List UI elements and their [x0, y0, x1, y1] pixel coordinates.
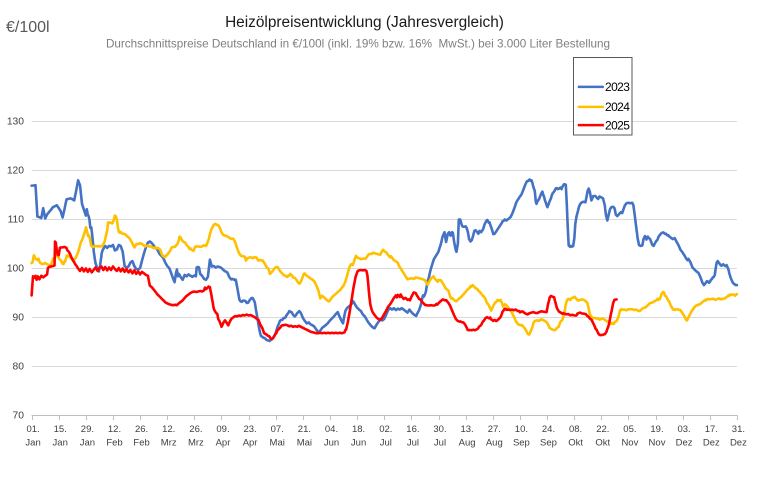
- svg-text:Okt: Okt: [595, 438, 610, 449]
- svg-text:21.: 21.: [298, 424, 311, 435]
- svg-text:Jan: Jan: [53, 438, 68, 449]
- svg-text:110: 110: [8, 215, 25, 226]
- svg-text:Jan: Jan: [80, 438, 95, 449]
- svg-text:Nov: Nov: [649, 438, 666, 449]
- svg-text:130: 130: [7, 117, 24, 128]
- svg-text:12.: 12.: [108, 424, 121, 435]
- svg-text:30.: 30.: [433, 424, 446, 435]
- svg-text:€/100l: €/100l: [6, 19, 50, 36]
- svg-text:13.: 13.: [460, 424, 473, 435]
- svg-text:Okt: Okt: [568, 438, 583, 449]
- svg-text:23.: 23.: [243, 424, 256, 435]
- svg-text:Jun: Jun: [351, 438, 366, 449]
- svg-text:31.: 31.: [732, 424, 745, 435]
- svg-text:Jun: Jun: [324, 438, 339, 449]
- svg-text:Durchschnittspreise Deutschlan: Durchschnittspreise Deutschland in €/100…: [106, 38, 610, 51]
- svg-text:Mai: Mai: [270, 438, 285, 449]
- svg-text:01.: 01.: [26, 424, 39, 435]
- svg-text:02.: 02.: [379, 424, 392, 435]
- svg-text:Jan: Jan: [25, 438, 40, 449]
- svg-text:Dez: Dez: [703, 438, 720, 449]
- svg-text:Aug: Aug: [486, 438, 503, 449]
- svg-text:2024: 2024: [605, 100, 630, 114]
- svg-text:Sep: Sep: [540, 438, 557, 449]
- svg-text:Feb: Feb: [106, 438, 122, 449]
- svg-text:80: 80: [13, 362, 25, 373]
- svg-text:26.: 26.: [189, 424, 202, 435]
- svg-text:Apr: Apr: [243, 438, 258, 449]
- svg-text:09.: 09.: [216, 424, 229, 435]
- svg-text:17.: 17.: [705, 424, 718, 435]
- svg-text:03.: 03.: [677, 424, 690, 435]
- svg-text:10.: 10.: [515, 424, 528, 435]
- svg-text:Mrz: Mrz: [161, 438, 177, 449]
- svg-text:12.: 12.: [162, 424, 175, 435]
- svg-text:27.: 27.: [488, 424, 501, 435]
- svg-text:22.: 22.: [596, 424, 609, 435]
- svg-text:Feb: Feb: [133, 438, 149, 449]
- svg-text:Dez: Dez: [676, 438, 693, 449]
- svg-text:24.: 24.: [542, 424, 555, 435]
- svg-text:Jul: Jul: [434, 438, 446, 449]
- svg-text:2025: 2025: [605, 118, 630, 132]
- svg-text:100: 100: [7, 264, 24, 275]
- svg-text:08.: 08.: [569, 424, 582, 435]
- svg-text:18.: 18.: [352, 424, 365, 435]
- svg-text:Jul: Jul: [407, 438, 419, 449]
- svg-text:05.: 05.: [623, 424, 636, 435]
- svg-text:04.: 04.: [325, 424, 338, 435]
- svg-text:Jul: Jul: [380, 438, 392, 449]
- svg-text:Dez: Dez: [730, 438, 747, 449]
- svg-text:Nov: Nov: [621, 438, 638, 449]
- svg-text:26.: 26.: [135, 424, 148, 435]
- svg-text:Apr: Apr: [216, 438, 231, 449]
- svg-text:19.: 19.: [650, 424, 663, 435]
- svg-text:07.: 07.: [271, 424, 284, 435]
- svg-text:29.: 29.: [81, 424, 94, 435]
- svg-text:16.: 16.: [406, 424, 419, 435]
- svg-text:Sep: Sep: [513, 438, 530, 449]
- svg-text:15.: 15.: [54, 424, 67, 435]
- svg-text:Mai: Mai: [297, 438, 312, 449]
- svg-text:120: 120: [7, 166, 24, 177]
- svg-text:70: 70: [13, 411, 25, 422]
- svg-text:Heizölpreisentwicklung (Jahres: Heizölpreisentwicklung (Jahresvergleich): [225, 14, 504, 31]
- svg-text:Aug: Aug: [459, 438, 476, 449]
- svg-text:90: 90: [13, 313, 25, 324]
- svg-text:2023: 2023: [605, 80, 630, 94]
- svg-text:Mrz: Mrz: [188, 438, 204, 449]
